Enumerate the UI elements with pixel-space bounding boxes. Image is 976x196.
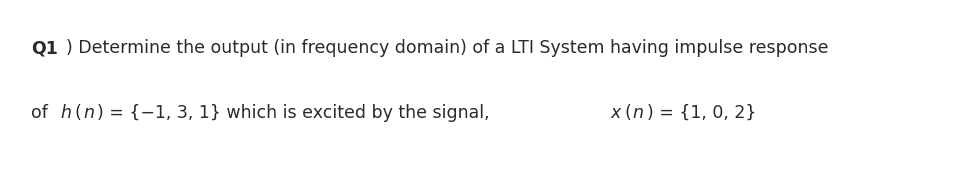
Text: ) = {−1, 3, 1} which is excited by the signal,: ) = {−1, 3, 1} which is excited by the s… [98,104,496,122]
Text: (: ( [624,104,630,122]
Text: ) = {1, 0, 2}: ) = {1, 0, 2} [647,104,756,122]
Text: Q1: Q1 [31,39,59,57]
Text: of: of [31,104,54,122]
Text: n: n [632,104,644,122]
Text: h: h [61,104,71,122]
Text: n: n [83,104,94,122]
Text: ) Determine the output (in frequency domain) of a LTI System having impulse resp: ) Determine the output (in frequency dom… [66,39,829,57]
Text: (: ( [74,104,81,122]
Text: x: x [611,104,621,122]
